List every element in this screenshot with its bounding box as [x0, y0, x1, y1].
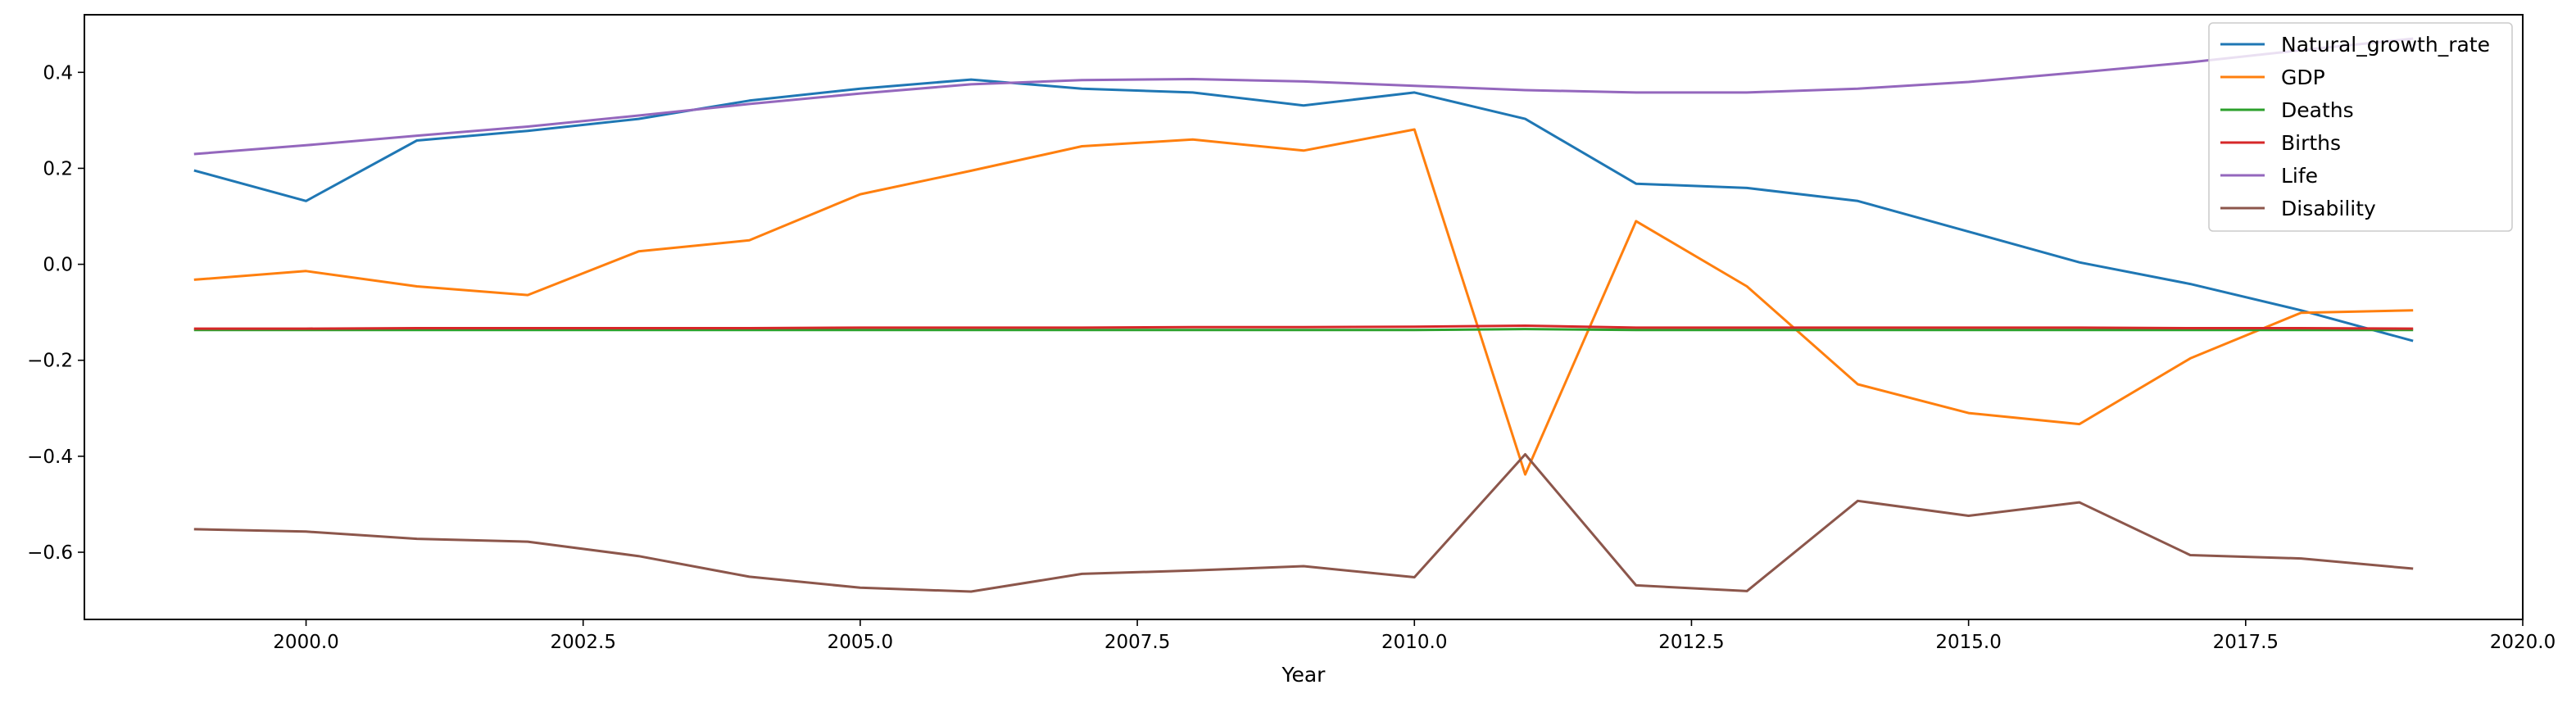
legend-label: Disability — [2281, 197, 2376, 220]
series-line-life — [193, 37, 2414, 156]
x-tick-label: 2012.5 — [1658, 632, 1724, 653]
series-line-births — [193, 324, 2414, 330]
legend-label: Natural_growth_rate — [2281, 33, 2490, 57]
y-tick-label: 0.4 — [43, 62, 73, 84]
y-tick-label: −0.2 — [27, 351, 73, 372]
series-lines — [193, 37, 2414, 593]
plot-frame — [84, 14, 2524, 620]
x-tick-label: 2017.5 — [2213, 632, 2279, 653]
series-line-natural-growth-rate — [193, 78, 2414, 342]
x-tick-label: 2015.0 — [1935, 632, 2001, 653]
y-tick-label: 0.0 — [43, 255, 73, 276]
y-axis-ticks: −0.6 −0.4 −0.2 0.0 0.2 0.4 — [27, 62, 84, 564]
legend-label: Births — [2281, 131, 2341, 155]
legend: Natural_growth_rate GDP Deaths Births Life Di… — [2208, 22, 2513, 232]
x-tick-label: 2010.0 — [1381, 632, 1447, 653]
series-line-deaths — [193, 328, 2414, 332]
x-tick-label: 2002.5 — [550, 632, 615, 653]
x-tick-label: 2020.0 — [2490, 632, 2556, 653]
series-line-gdp — [193, 128, 2414, 476]
x-tick-label: 2007.5 — [1104, 632, 1170, 653]
series-line-disability — [193, 453, 2414, 593]
x-axis-label: Year — [1281, 663, 1327, 687]
legend-box — [2208, 22, 2513, 232]
x-tick-label: 2005.0 — [828, 632, 893, 653]
legend-label: Deaths — [2281, 98, 2354, 122]
x-tick-label: 2000.0 — [273, 632, 338, 653]
legend-label: Life — [2281, 164, 2318, 188]
y-tick-label: −0.6 — [27, 542, 73, 564]
y-tick-label: −0.4 — [27, 447, 73, 468]
x-axis-ticks: 2000.0 2002.5 2005.0 2007.5 2010.0 2012.5 2015… — [273, 619, 2556, 653]
legend-label: GDP — [2281, 66, 2325, 89]
y-tick-label: 0.2 — [43, 158, 73, 179]
